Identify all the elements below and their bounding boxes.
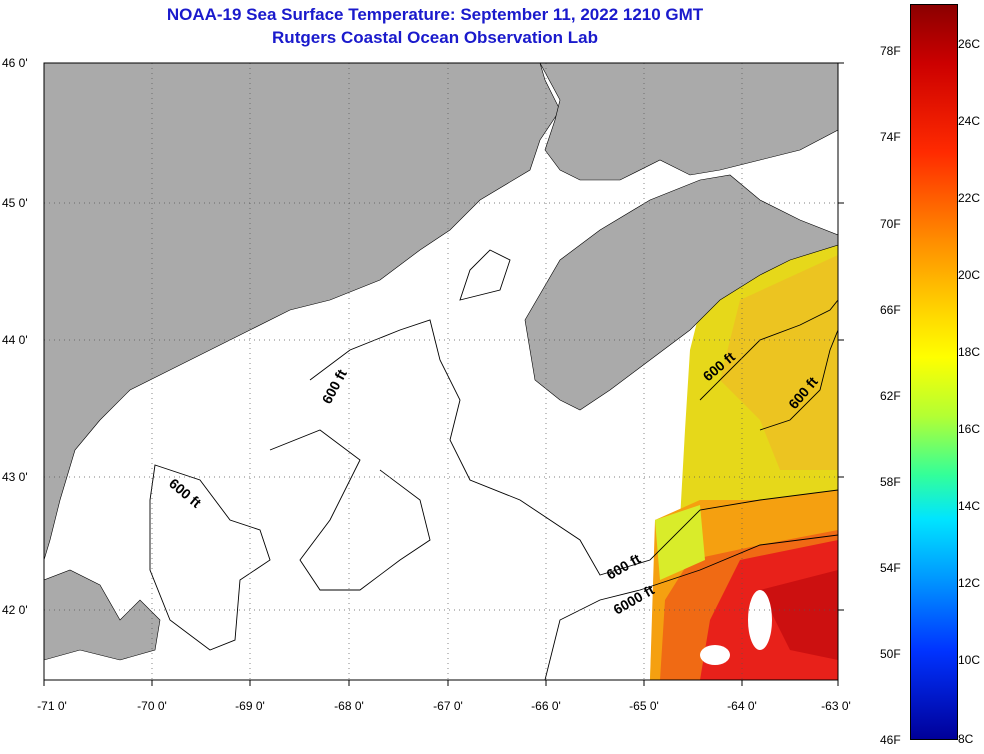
- colorbar-f-tick: 62F: [880, 389, 901, 403]
- colorbar-c-tick: 18C: [958, 345, 981, 359]
- colorbar-c-tick: 10C: [958, 653, 981, 667]
- depth-contours: [149, 249, 838, 680]
- colorbar-c-tick: 26C: [958, 37, 981, 51]
- lat-label: 43 0': [2, 470, 28, 484]
- lat-label: 42 0': [2, 603, 28, 617]
- lon-label: -64 0': [727, 699, 757, 713]
- lon-label: -65 0': [629, 699, 659, 713]
- colorbar-f-tick: 58F: [880, 475, 901, 489]
- land-masses: [44, 63, 838, 661]
- lon-label: -69 0': [235, 699, 265, 713]
- lon-label: -68 0': [334, 699, 364, 713]
- map-subtitle: Rutgers Coastal Ocean Observation Lab: [272, 28, 598, 47]
- colorbar-f-tick: 46F: [880, 733, 901, 747]
- colorbar-f-tick: 74F: [880, 130, 901, 144]
- map-title: NOAA-19 Sea Surface Temperature: Septemb…: [166, 5, 704, 24]
- lat-label: 46 0': [2, 56, 28, 70]
- colorbar-f-tick: 78F: [880, 44, 901, 58]
- colorbar-c-tick: 12C: [958, 576, 981, 590]
- colorbar-c-tick: 8C: [958, 732, 974, 746]
- lon-label: -66 0': [531, 699, 561, 713]
- temperature-colorbar: [910, 4, 958, 740]
- lat-label: 44 0': [2, 333, 28, 347]
- colorbar-c-tick: 24C: [958, 114, 981, 128]
- lon-label: -70 0': [137, 699, 167, 713]
- colorbar-c-tick: 20C: [958, 268, 981, 282]
- lon-label: -67 0': [433, 699, 463, 713]
- lon-label: -71 0': [37, 699, 67, 713]
- colorbar-f-tick: 66F: [880, 303, 901, 317]
- colorbar-f-tick: 54F: [880, 561, 901, 575]
- colorbar-f-tick: 70F: [880, 217, 901, 231]
- lon-label: -63 0': [821, 699, 851, 713]
- lat-label: 45 0': [2, 196, 28, 210]
- colorbar-c-tick: 22C: [958, 191, 981, 205]
- colorbar-c-tick: 14C: [958, 499, 981, 513]
- colorbar-f-tick: 50F: [880, 647, 901, 661]
- colorbar-c-tick: 16C: [958, 422, 981, 436]
